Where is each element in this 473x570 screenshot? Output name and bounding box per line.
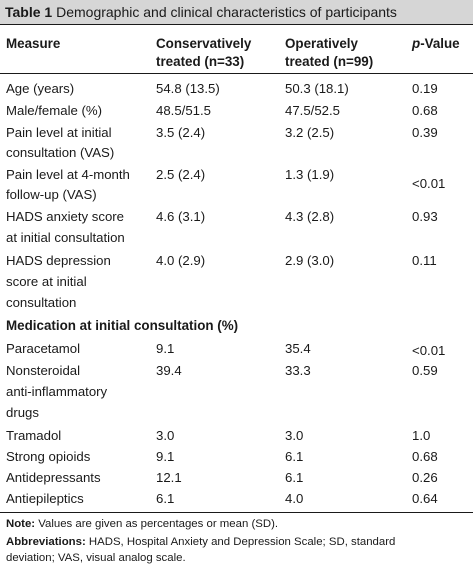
cell-measure: Paracetamol [6,341,81,356]
cell-conservative: 9.1 [156,341,175,356]
table-caption: Table 1 Demographic and clinical charact… [0,0,473,24]
cell-conservative: 48.5/51.5 [156,103,211,118]
header-rule [0,73,473,74]
cell-conservative: 39.4 [156,363,182,378]
cell-measure-cont: anti-inflammatory [6,384,108,399]
cell-operative: 50.3 (18.1) [285,81,349,96]
cell-conservative: 54.8 (13.5) [156,81,220,96]
cell-operative: 4.0 [285,491,304,506]
table-abbreviations-cont: deviation; VAS, visual analog scale. [6,552,186,564]
cell-measure: Male/female (%) [6,103,103,118]
cell-p-value: 0.64 [412,491,438,506]
cell-p-value: 0.68 [412,103,438,118]
cell-measure-cont: follow-up (VAS) [6,187,97,202]
table-caption-label: Table 1 [5,4,53,20]
cell-operative: 1.3 (1.9) [285,167,335,182]
cell-p-value: 0.93 [412,209,438,224]
header-operative-line2: treated (n=99) [285,54,374,69]
cell-measure-cont: consultation [6,295,77,310]
cell-measure: Antidepressants [6,470,101,485]
abbreviations-text: HADS, Hospital Anxiety and Depression Sc… [85,536,396,548]
cell-measure: HADS anxiety score [6,209,124,224]
header-p-rest: -Value [420,36,460,51]
header-operative-line1: Operatively [285,36,358,51]
cell-p-value: 1.0 [412,428,431,443]
cell-p-value: 0.39 [412,125,438,140]
cell-measure: Pain level at 4-month [6,167,130,182]
top-rule [0,24,473,25]
header-conservative-line2: treated (n=33) [156,54,245,69]
cell-conservative: 9.1 [156,449,175,464]
cell-conservative: 6.1 [156,491,175,506]
cell-p-value: 0.26 [412,470,438,485]
cell-conservative: 3.0 [156,428,175,443]
cell-p-value: <0.01 [412,176,446,191]
cell-operative: 4.3 (2.8) [285,209,335,224]
cell-operative: 6.1 [285,470,304,485]
cell-operative: 33.3 [285,363,311,378]
cell-conservative: 3.5 (2.4) [156,125,206,140]
header-p-italic: p [412,36,421,51]
cell-p-value: 0.59 [412,363,438,378]
cell-conservative: 12.1 [156,470,182,485]
cell-p-value: 0.19 [412,81,438,96]
cell-conservative: 4.6 (3.1) [156,209,206,224]
abbreviations-label: Abbreviations: [6,536,86,548]
cell-measure: Age (years) [6,81,75,96]
cell-conservative: 4.0 (2.9) [156,253,206,268]
cell-operative: 6.1 [285,449,304,464]
table-note: Note: Values are given as percentages or… [6,517,278,533]
table-abbreviations: Abbreviations: HADS, Hospital Anxiety an… [6,535,395,551]
note-text: Values are given as percentages or mean … [35,518,279,530]
cell-measure: Antiepileptics [6,491,84,506]
note-label: Note: [6,518,36,530]
cell-measure: Pain level at initial [6,125,112,140]
cell-measure: Strong opioids [6,449,91,464]
cell-measure-cont: at initial consultation [6,230,125,245]
cell-measure: Tramadol [6,428,62,443]
section-heading-medication: Medication at initial consultation (%) [6,318,239,333]
bottom-rule [0,512,473,513]
cell-p-value: 0.11 [412,253,437,268]
cell-measure: Nonsteroidal [6,363,81,378]
cell-p-value: <0.01 [412,343,446,358]
header-measure: Measure [6,36,61,51]
cell-operative: 35.4 [285,341,311,356]
cell-conservative: 2.5 (2.4) [156,167,206,182]
header-p-value: p-Value [412,34,460,54]
table-caption-text: Demographic and clinical characteristics… [56,4,397,20]
header-conservative-line1: Conservatively [156,36,252,51]
cell-measure-cont: score at initial [6,274,87,289]
cell-operative: 47.5/52.5 [285,103,340,118]
cell-operative: 3.2 (2.5) [285,125,335,140]
cell-measure-cont: consultation (VAS) [6,145,115,160]
cell-p-value: 0.68 [412,449,438,464]
cell-operative: 2.9 (3.0) [285,253,335,268]
cell-measure-cont: drugs [6,405,39,420]
cell-operative: 3.0 [285,428,304,443]
cell-measure: HADS depression [6,253,111,268]
